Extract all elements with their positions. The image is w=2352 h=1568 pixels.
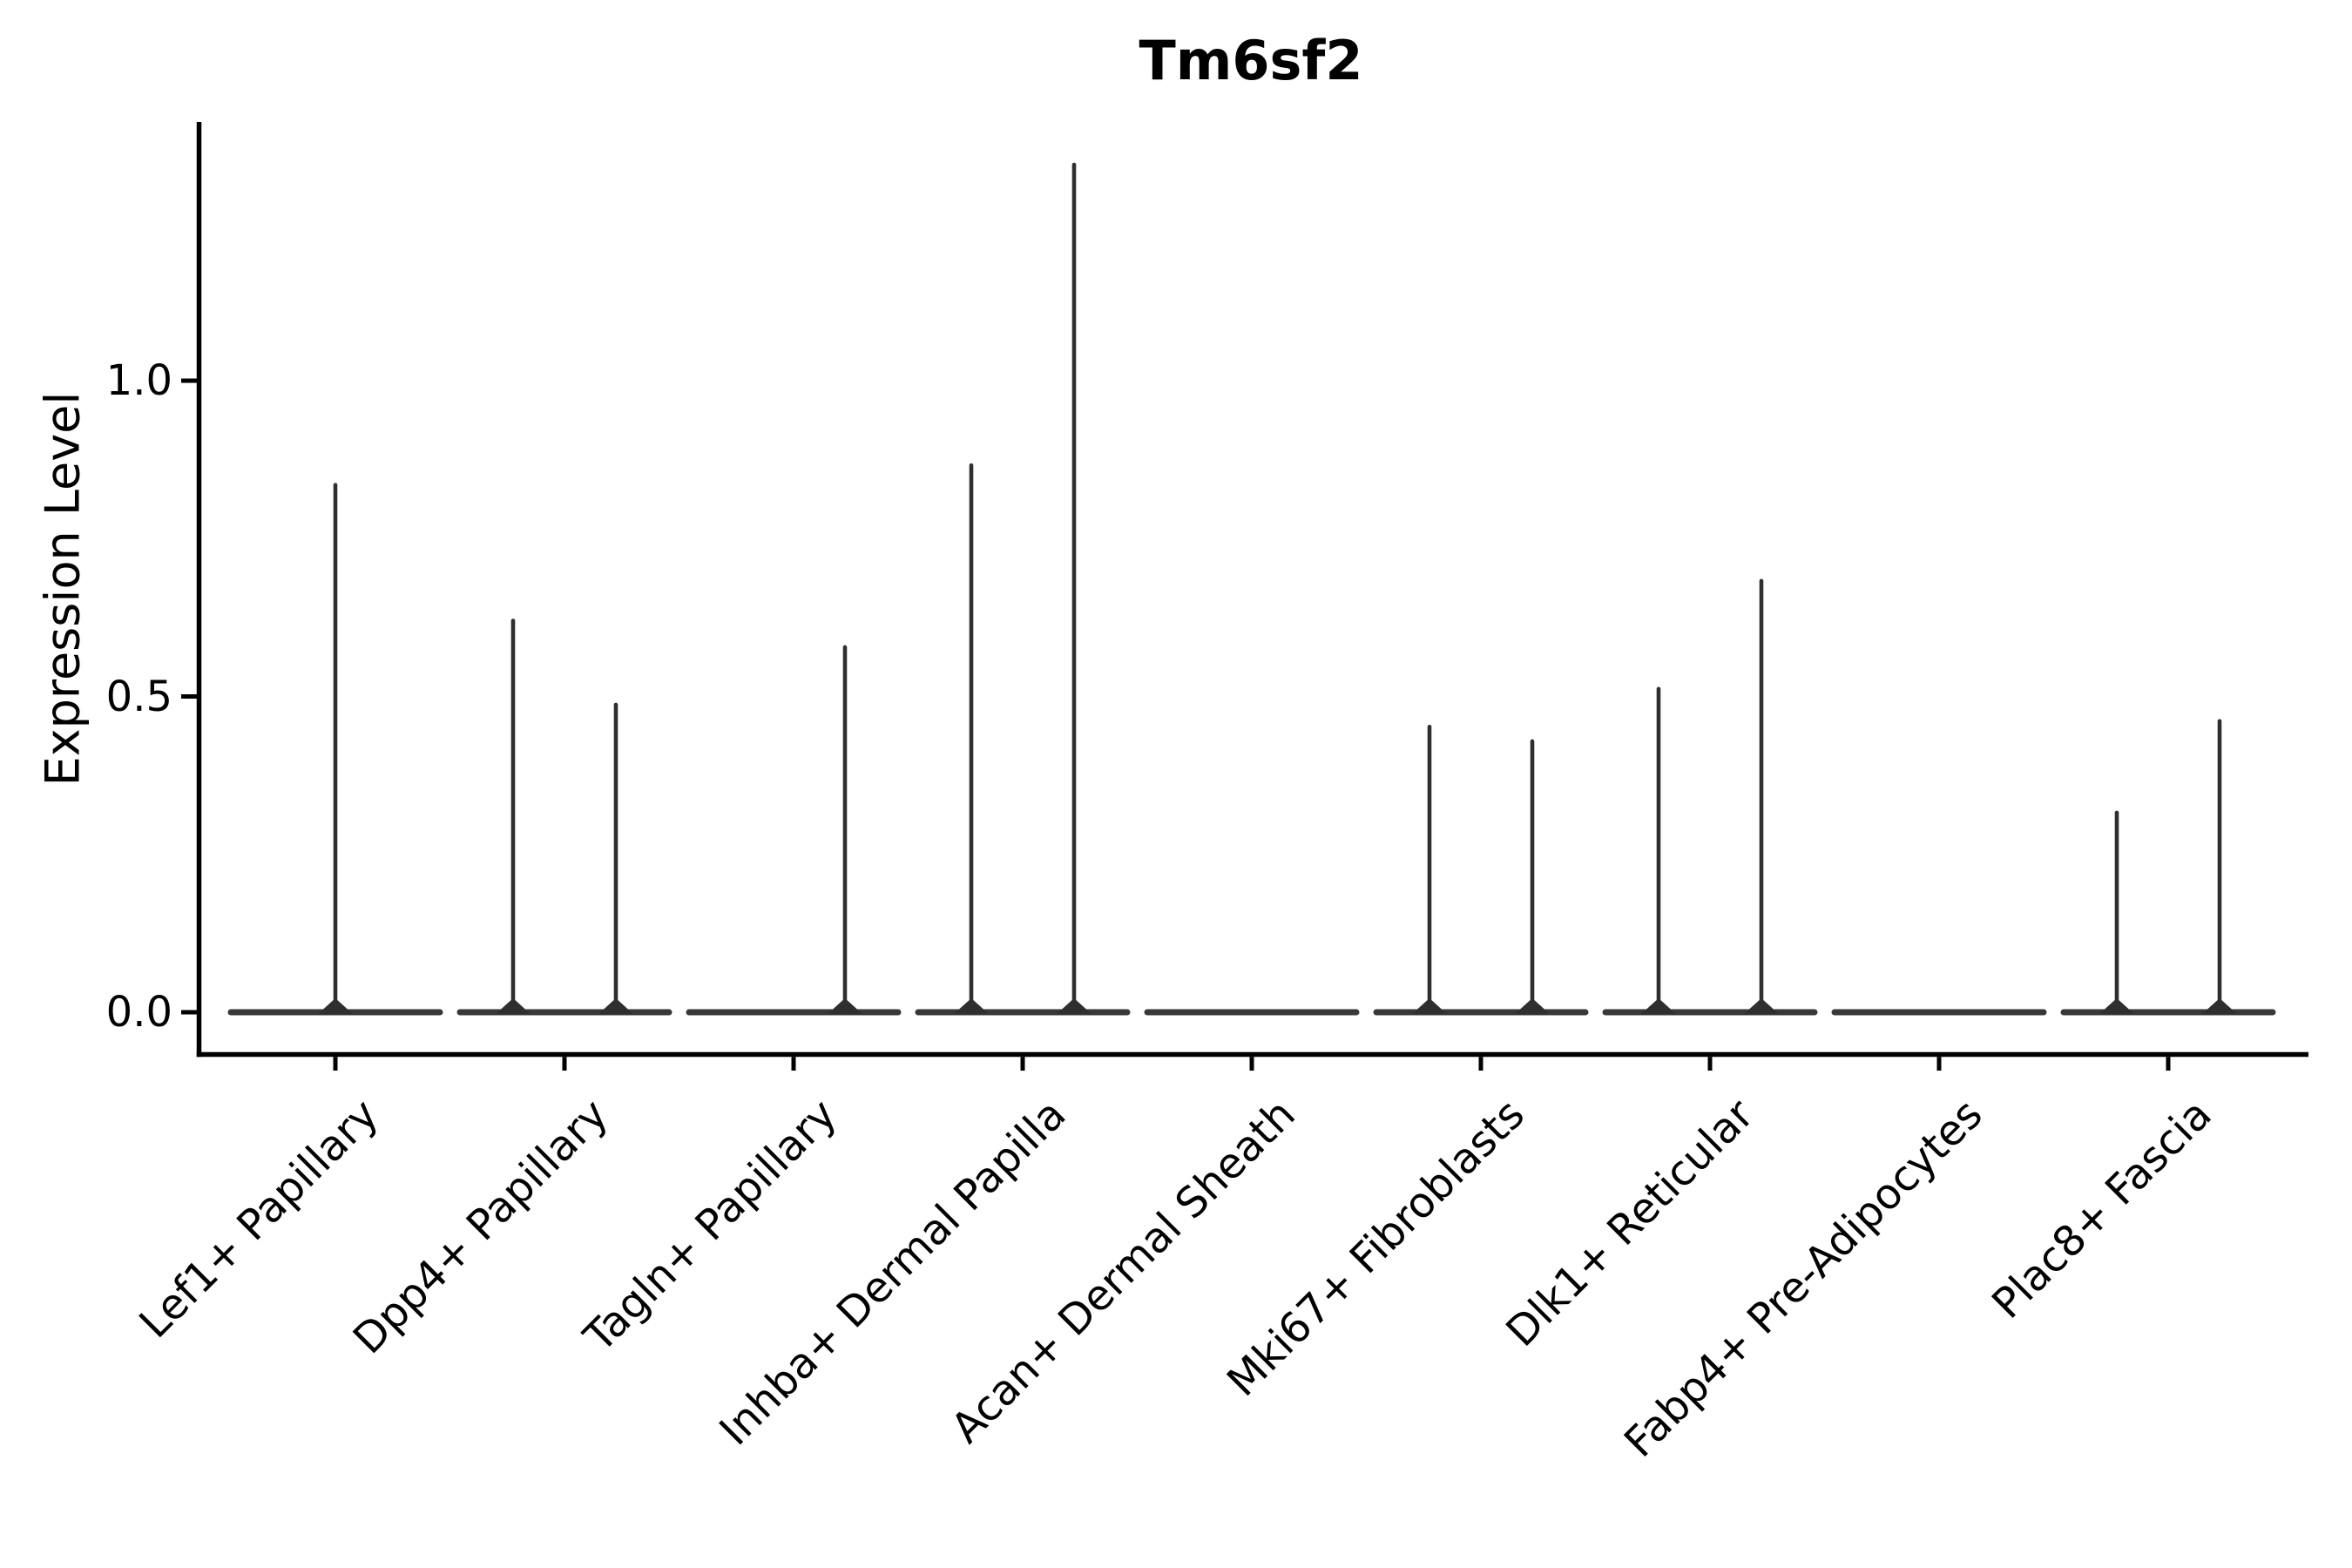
y-tick-label: 0.0: [105, 988, 172, 1037]
chart-title: Tm6sf2: [1139, 29, 1363, 92]
y-tick-label: 1.0: [105, 356, 172, 405]
y-tick-label: 0.5: [105, 672, 172, 721]
